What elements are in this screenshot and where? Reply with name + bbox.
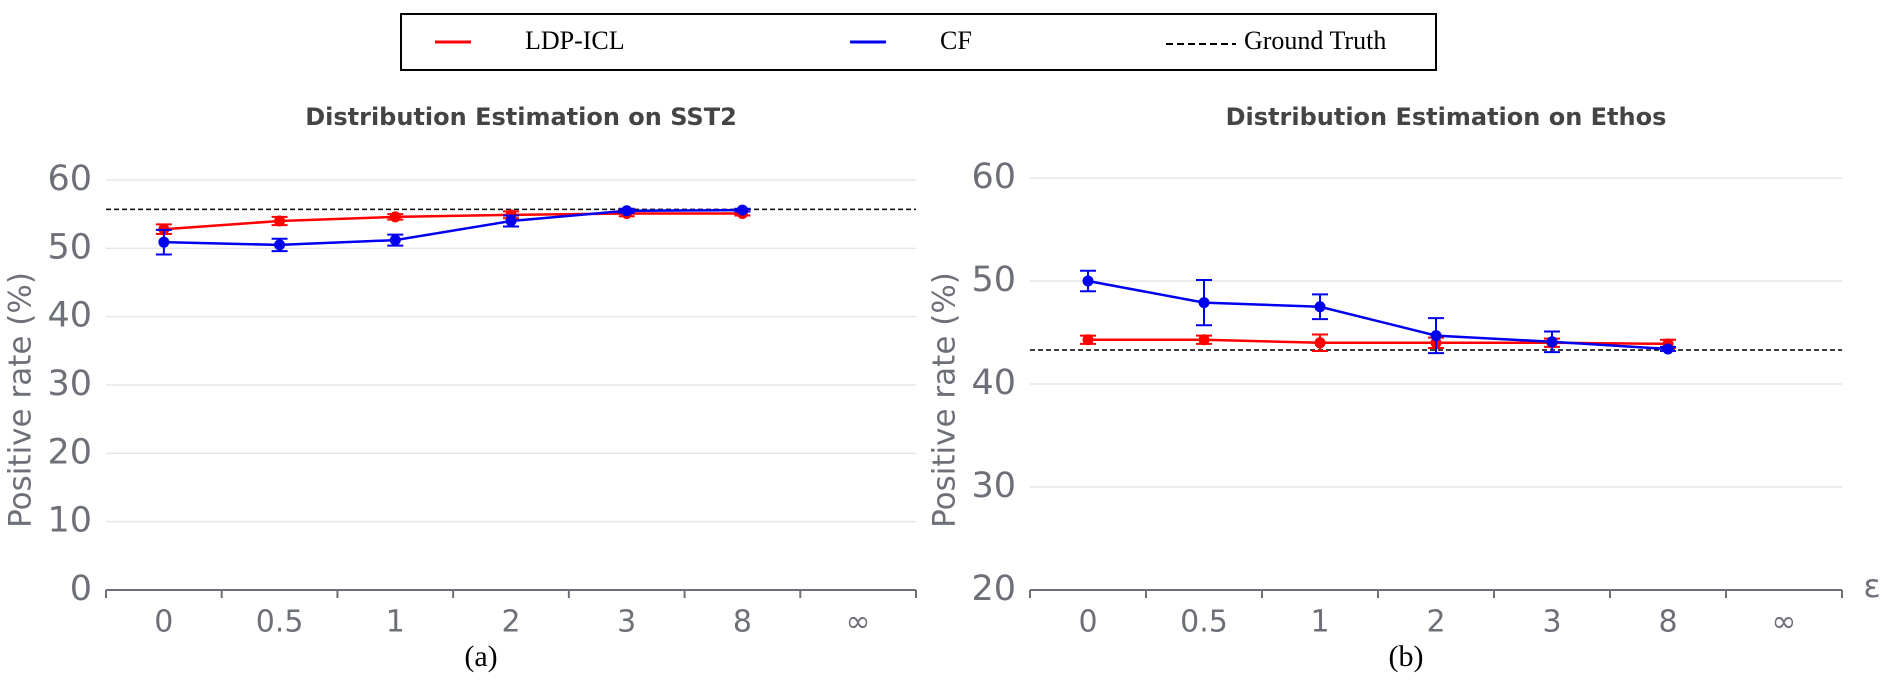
x-tick-label: 1 xyxy=(386,605,405,640)
x-tick-label: 1 xyxy=(1310,605,1329,640)
x-tick-label: 0.5 xyxy=(1180,605,1228,640)
point xyxy=(274,215,286,227)
y-tick-label: 20 xyxy=(971,569,1016,609)
point xyxy=(736,204,748,216)
y-tick-label: 0 xyxy=(70,569,92,609)
x-tick-label: 2 xyxy=(501,605,520,640)
point xyxy=(158,236,170,248)
point xyxy=(1198,297,1210,309)
x-tick-label: 8 xyxy=(1658,605,1677,640)
x-tick-label: ∞ xyxy=(1772,605,1797,640)
y-tick-label: 60 xyxy=(971,157,1016,197)
legend-label: CF xyxy=(940,26,972,55)
point xyxy=(1546,336,1558,348)
y-tick-label: 50 xyxy=(971,260,1016,300)
x-tick-label: 2 xyxy=(1426,605,1445,640)
y-tick-label: 30 xyxy=(971,466,1016,506)
y-axis-label: Positive rate (%) xyxy=(927,272,963,528)
y-tick-label: 40 xyxy=(47,296,92,336)
point xyxy=(389,234,401,246)
point xyxy=(1198,334,1210,346)
y-tick-label: 40 xyxy=(971,363,1016,403)
x-tick-label: ∞ xyxy=(846,605,871,640)
y-tick-label: 30 xyxy=(47,364,92,404)
y-tick-label: 50 xyxy=(47,227,92,267)
x-tick-label: 8 xyxy=(733,605,752,640)
x-tick-label: 0.5 xyxy=(256,605,304,640)
x-axis-label: ε xyxy=(1863,567,1880,605)
point xyxy=(1662,343,1674,355)
point xyxy=(1430,330,1442,342)
series-line xyxy=(1087,279,1669,351)
chart-title: Distribution Estimation on SST2 xyxy=(305,103,737,131)
y-axis-label: Positive rate (%) xyxy=(3,272,39,528)
legend-box xyxy=(400,13,1437,71)
x-tick-label: 0 xyxy=(1078,605,1097,640)
legend-label: Ground Truth xyxy=(1244,26,1386,55)
chart-title: Distribution Estimation on Ethos xyxy=(1226,103,1667,131)
y-tick-label: 20 xyxy=(47,432,92,472)
legend-label: LDP-ICL xyxy=(525,26,625,55)
point xyxy=(274,239,286,251)
x-tick-label: 3 xyxy=(1542,605,1561,640)
point xyxy=(1082,275,1094,287)
caption: (b) xyxy=(1389,640,1424,673)
point xyxy=(1082,334,1094,346)
point xyxy=(1314,337,1326,349)
x-tick-label: 3 xyxy=(617,605,636,640)
point xyxy=(505,215,517,227)
series-line xyxy=(163,208,743,247)
point xyxy=(389,211,401,223)
x-tick-label: 0 xyxy=(154,605,173,640)
y-tick-label: 60 xyxy=(47,159,92,199)
point xyxy=(621,205,633,217)
series-line xyxy=(163,212,743,231)
point xyxy=(1314,301,1326,313)
y-tick-label: 10 xyxy=(47,501,92,541)
caption: (a) xyxy=(464,640,497,673)
